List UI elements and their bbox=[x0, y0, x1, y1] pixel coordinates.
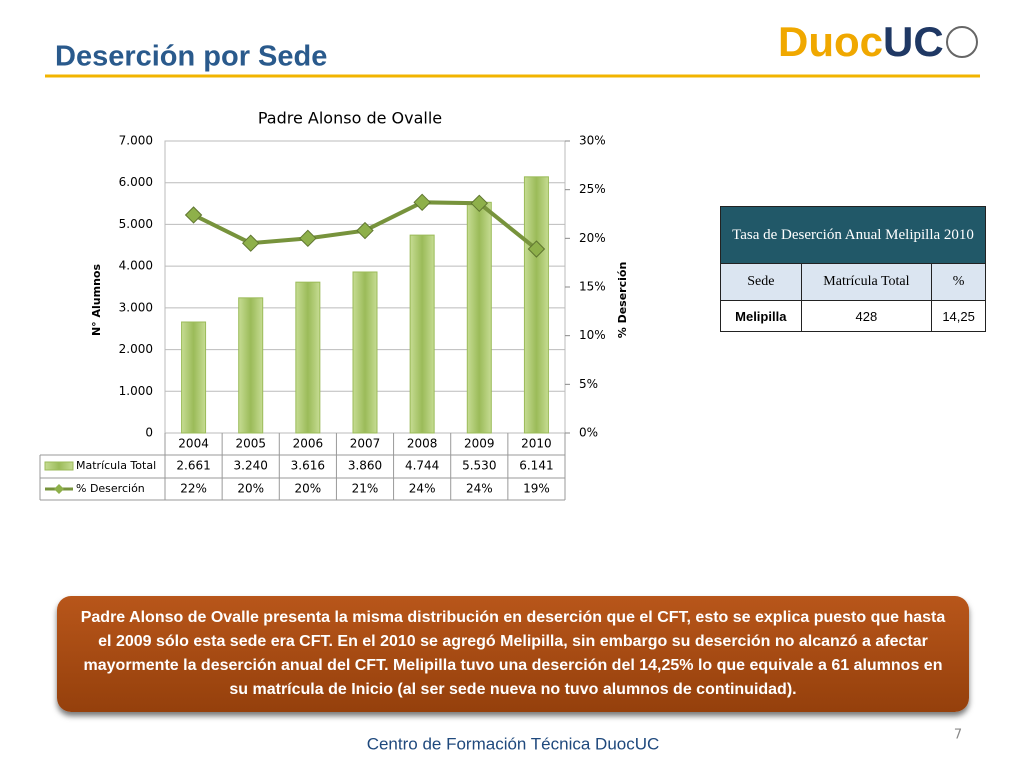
data-label: 3.616 bbox=[291, 459, 325, 473]
bar bbox=[238, 297, 264, 434]
footer: Centro de Formación Técnica DuocUC bbox=[367, 734, 660, 753]
x-tick-label: 2009 bbox=[464, 437, 495, 451]
y-tick-label: 7.000 bbox=[119, 134, 153, 148]
data-label: 24% bbox=[409, 482, 436, 496]
logo-seal bbox=[946, 26, 978, 58]
legend-swatch bbox=[44, 461, 74, 471]
y-axis-title: N° Alumnos bbox=[90, 264, 103, 337]
table-cell: 14,25 bbox=[931, 300, 986, 332]
slide-title: Deserción por Sede bbox=[55, 41, 327, 73]
x-tick-label: 2005 bbox=[235, 437, 266, 451]
bar bbox=[295, 281, 321, 434]
marker bbox=[527, 240, 546, 258]
data-label: 20% bbox=[237, 482, 264, 496]
bar bbox=[409, 234, 435, 434]
data-label: 22% bbox=[180, 482, 207, 496]
data-label: 24% bbox=[466, 482, 493, 496]
y2-tick-label: 10% bbox=[579, 328, 606, 342]
y-tick-label: 6.000 bbox=[119, 175, 153, 189]
data-label: 19% bbox=[523, 482, 550, 496]
page-number: 7 bbox=[954, 728, 962, 743]
marker bbox=[184, 206, 203, 224]
data-label: 20% bbox=[295, 482, 322, 496]
legend-label: Matrícula Total bbox=[76, 459, 156, 472]
table: Tasa de Deserción Anual Melipilla 2010 S… bbox=[720, 206, 986, 332]
data-label: 21% bbox=[352, 482, 379, 496]
logo-part1: Duoc bbox=[778, 18, 883, 65]
bar bbox=[352, 271, 378, 434]
table-title: Tasa de Deserción Anual Melipilla 2010 bbox=[720, 206, 986, 264]
logo-part2: UC bbox=[883, 18, 944, 65]
marker bbox=[242, 234, 260, 252]
y2-tick-label: 15% bbox=[579, 280, 606, 294]
x-tick-label: 2007 bbox=[350, 437, 381, 451]
data-label: 2.661 bbox=[176, 459, 210, 473]
table-header: % bbox=[931, 263, 986, 301]
y2-tick-label: 5% bbox=[579, 377, 598, 391]
data-label: 5.530 bbox=[462, 459, 496, 473]
marker bbox=[299, 229, 317, 248]
x-tick-label: 2010 bbox=[521, 437, 552, 451]
chart-title: Padre Alonso de Ovalle bbox=[258, 109, 442, 128]
marker bbox=[470, 194, 488, 213]
data-label: 4.744 bbox=[405, 459, 439, 473]
y-tick-label: 5.000 bbox=[119, 217, 153, 231]
table-header: Sede bbox=[720, 263, 802, 301]
marker bbox=[413, 193, 431, 212]
table-cell: Melipilla bbox=[720, 300, 802, 332]
bar bbox=[523, 176, 549, 434]
data-label: 6.141 bbox=[519, 459, 553, 473]
x-tick-label: 2008 bbox=[407, 437, 438, 451]
data-label: 3.860 bbox=[348, 459, 382, 473]
y-tick-label: 2.000 bbox=[119, 342, 153, 356]
y2-tick-label: 25% bbox=[579, 182, 606, 196]
note-box: Padre Alonso de Ovalle presenta la misma… bbox=[57, 596, 969, 712]
legend-swatch bbox=[54, 484, 64, 494]
legend-label: % Deserción bbox=[76, 482, 145, 495]
marker bbox=[356, 221, 374, 240]
y-tick-label: 4.000 bbox=[119, 259, 153, 273]
data-label: 3.240 bbox=[234, 459, 268, 473]
y2-tick-label: 20% bbox=[579, 231, 606, 245]
table-header: Matrícula Total bbox=[800, 263, 933, 301]
y2-tick-label: 0% bbox=[579, 426, 598, 440]
x-tick-label: 2006 bbox=[293, 437, 324, 451]
table-cell: 428 bbox=[800, 300, 933, 332]
x-tick-label: 2004 bbox=[178, 437, 209, 451]
y-tick-label: 0 bbox=[145, 426, 153, 440]
y-tick-label: 1.000 bbox=[119, 384, 153, 398]
y-tick-label: 3.000 bbox=[119, 300, 153, 314]
y2-axis-title: % Deserción bbox=[616, 262, 629, 339]
y2-tick-label: 30% bbox=[579, 134, 606, 148]
bar bbox=[181, 321, 207, 434]
bar bbox=[466, 201, 492, 434]
